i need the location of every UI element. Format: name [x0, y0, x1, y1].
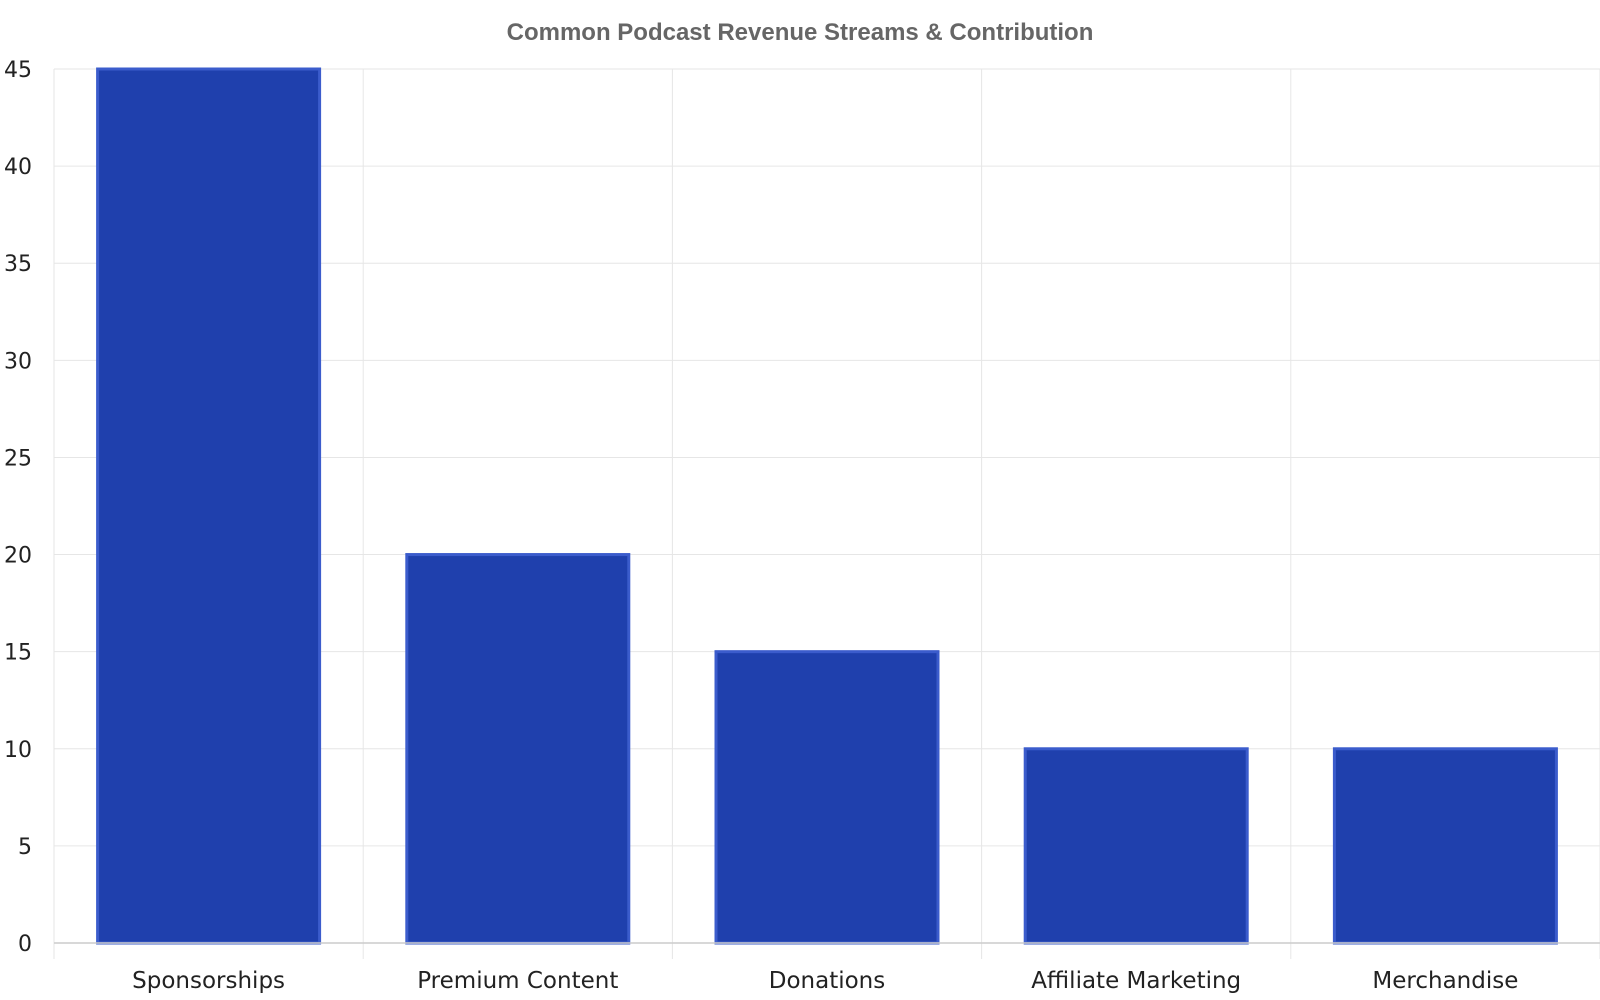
labels: 0 5 10 15 20 25 30 35 40 45 Sponsorships Premium Co… [4, 58, 1518, 994]
y-tick-label: 5 [18, 835, 32, 860]
y-tick-label: 0 [18, 932, 32, 957]
y-tick-label: 40 [4, 155, 32, 180]
y-tick-label: 45 [4, 58, 32, 83]
x-tick-label: Affiliate Marketing [1031, 968, 1241, 994]
y-tick-label: 35 [4, 252, 32, 277]
x-tick-label: Premium Content [417, 968, 618, 994]
y-tick-label: 10 [4, 738, 32, 763]
y-tick-label: 15 [4, 641, 32, 666]
bar-affiliate-marketing [1023, 747, 1249, 945]
y-tick-label: 25 [4, 446, 32, 471]
bar-donations [714, 650, 940, 945]
bar-merchandise [1332, 747, 1558, 945]
chart-title: Common Podcast Revenue Streams & Contrib… [506, 19, 1094, 46]
y-tick-label: 30 [4, 349, 32, 374]
x-tick-label: Donations [769, 968, 886, 994]
x-tick-label: Merchandise [1372, 968, 1518, 994]
y-tick-label: 20 [4, 544, 32, 569]
bar-premium-content [405, 553, 631, 945]
bars [96, 67, 1558, 945]
bar-sponsorships [96, 67, 322, 945]
x-tick-label: Sponsorships [132, 968, 285, 994]
